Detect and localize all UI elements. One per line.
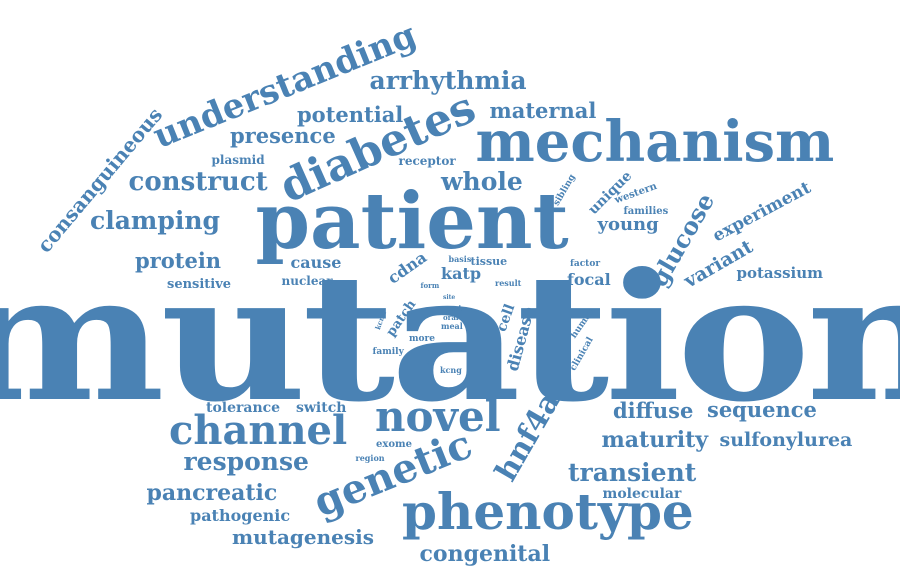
word-plasmid: plasmid [211, 153, 265, 167]
word-transient: transient [568, 457, 697, 487]
word-family: family [372, 346, 404, 357]
word-sequence: sequence [707, 396, 817, 422]
word-basis: basis [448, 254, 472, 264]
word-receptor: receptor [398, 154, 456, 168]
word-sulfonylurea: sulfonylurea [719, 428, 853, 451]
word-tolerance: tolerance [206, 400, 281, 416]
word-meal: meal [441, 321, 463, 331]
word-glud: glud [423, 347, 436, 367]
word-arrhythmia: arrhythmia [369, 65, 527, 95]
word-channel: channel [169, 407, 348, 454]
word-region: region [355, 453, 385, 463]
word-switch: switch [296, 400, 347, 416]
word-katp: katp [441, 264, 482, 283]
word-patient: patient [255, 176, 569, 267]
word-mutation: mutation [0, 235, 900, 441]
word-maturity: maturity [601, 427, 709, 453]
word-construct: construct [128, 167, 268, 197]
word-mechanism: mechanism [475, 109, 835, 175]
word-sensitive: sensitive [167, 276, 232, 292]
word-diffuse: diffuse [613, 397, 694, 423]
word-pathogenic: pathogenic [190, 506, 291, 525]
word-pancreatic: pancreatic [146, 480, 278, 506]
word-clamping: clamping [90, 205, 221, 235]
word-more: more [409, 333, 435, 344]
word-cause: cause [290, 253, 342, 272]
word-congenital: congenital [419, 541, 551, 567]
word-result: result [495, 278, 522, 288]
word-molecular: molecular [602, 486, 682, 502]
word-response: response [183, 446, 309, 476]
word-exome: exome [376, 439, 412, 450]
word-whole: whole [441, 166, 523, 196]
word-site: site [443, 294, 456, 301]
word-phenotype: phenotype [402, 482, 694, 541]
word-protein: protein [135, 247, 222, 273]
word-novel: novel [375, 392, 501, 441]
word-most: most [440, 303, 462, 313]
word-oral: oral [443, 312, 459, 322]
word-factor: factor [570, 258, 601, 269]
word-young: young [597, 214, 659, 235]
word-kcng: kcng [440, 365, 462, 375]
word-potential: potential [297, 101, 404, 127]
word-presence: presence [230, 122, 336, 148]
word-families: families [623, 206, 669, 217]
word-tissue: tissue [470, 254, 508, 268]
word-mutagenesis: mutagenesis [232, 525, 374, 549]
word-form: form [420, 280, 440, 290]
word-nuclear: nuclear [281, 274, 333, 288]
word-maternal: maternal [489, 97, 597, 123]
word-potassium: potassium [736, 263, 824, 282]
word-focal: focal [567, 270, 611, 289]
